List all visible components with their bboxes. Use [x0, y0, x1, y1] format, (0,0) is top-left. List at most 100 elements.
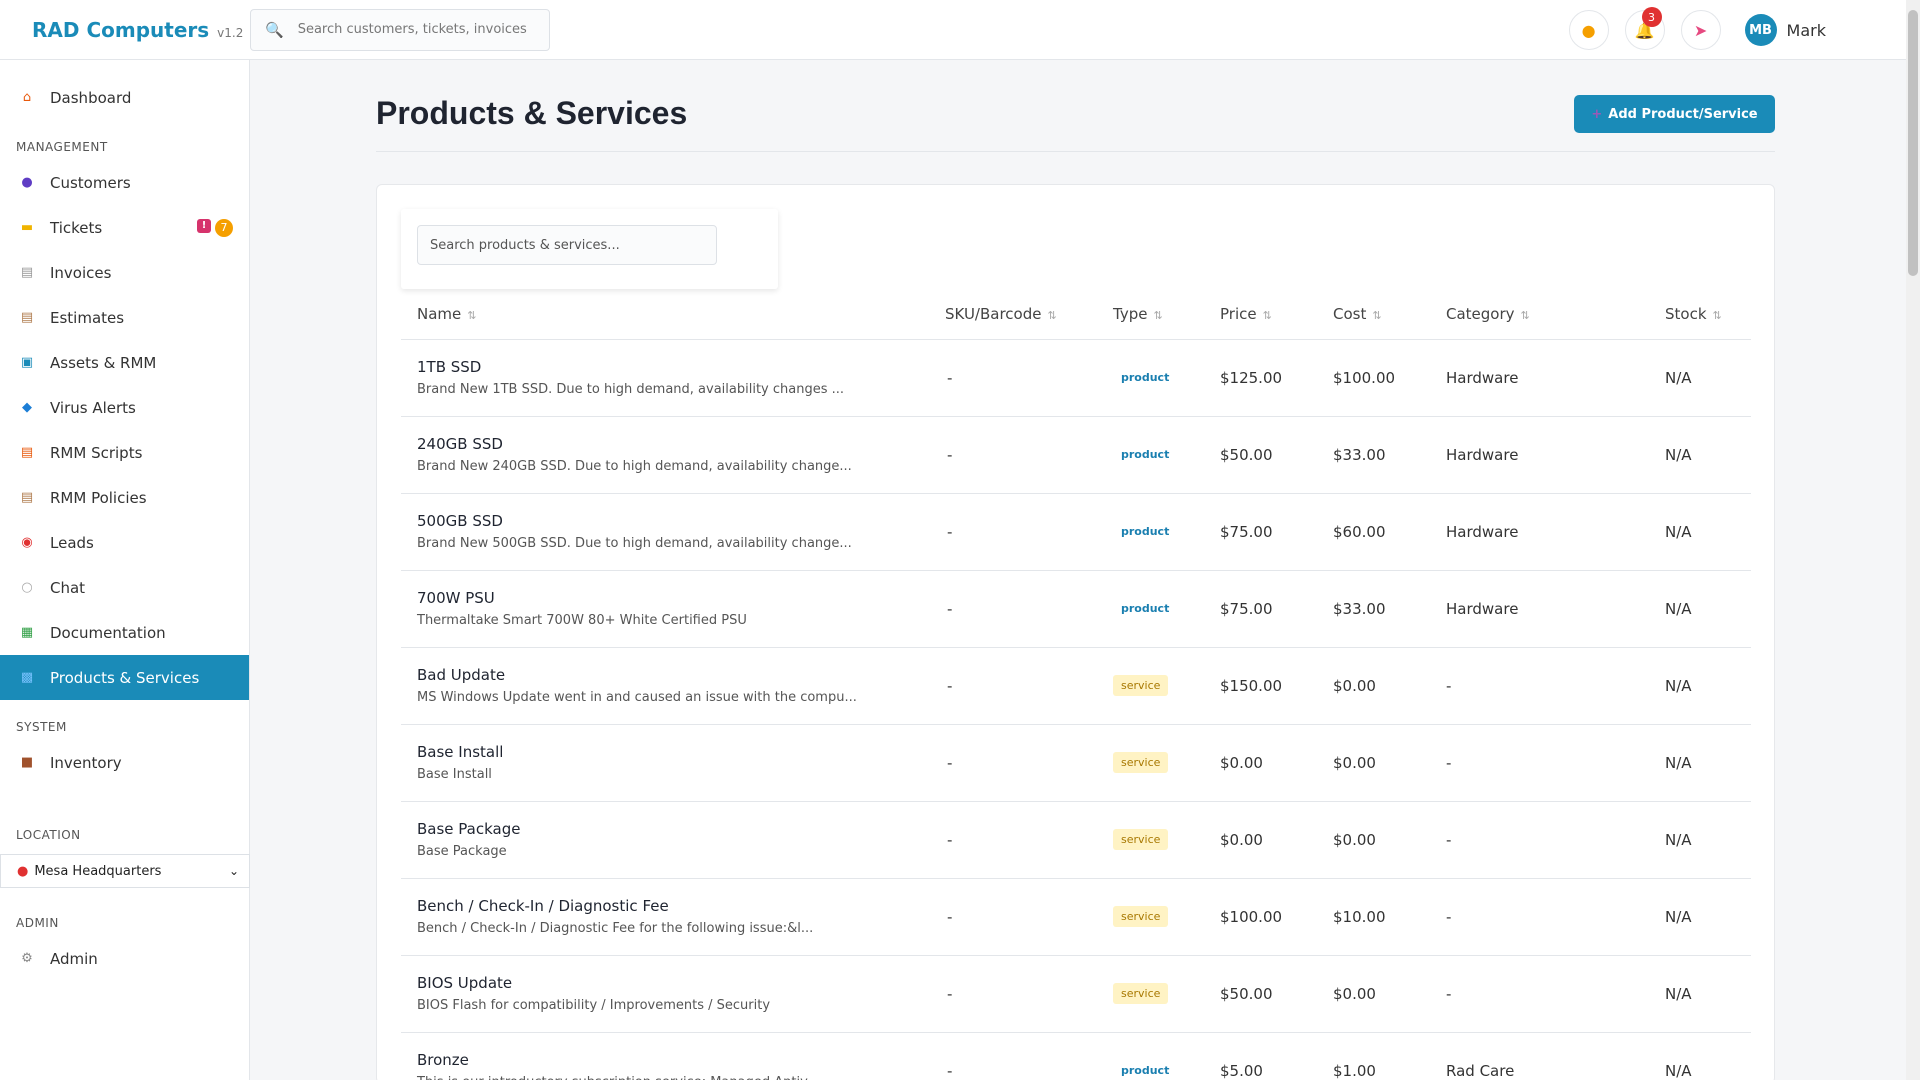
- sidebar-item-tickets[interactable]: ▬ Tickets ! 7: [0, 205, 249, 250]
- global-search-input[interactable]: [297, 22, 528, 37]
- sidebar-item-label: Estimates: [50, 308, 125, 327]
- table-row[interactable]: Bad Update MS Windows Update went in and…: [401, 647, 1751, 725]
- plus-icon: +: [1591, 106, 1603, 122]
- sort-icon[interactable]: ⇅: [1712, 308, 1722, 322]
- column-header-stock[interactable]: Stock ⇅: [1649, 289, 1751, 340]
- sort-icon[interactable]: ⇅: [1047, 308, 1057, 322]
- brand[interactable]: RAD Computers v1.2: [0, 18, 250, 42]
- sidebar-item-label: Invoices: [50, 263, 112, 282]
- column-header-cost[interactable]: Cost ⇅: [1317, 289, 1430, 340]
- item-description: MS Windows Update went in and caused an …: [417, 690, 857, 705]
- table-row[interactable]: Bronze This is our introductory subscrip…: [401, 1032, 1751, 1080]
- user-name[interactable]: Mark: [1786, 20, 1826, 40]
- chat-icon: ○: [21, 580, 33, 595]
- theme-toggle-button[interactable]: ●: [1568, 10, 1609, 50]
- name-cell[interactable]: 1TB SSD Brand New 1TB SSD. Due to high d…: [401, 339, 929, 417]
- sidebar-item-chat[interactable]: ○ Chat: [0, 565, 249, 610]
- table-row[interactable]: Bench / Check-In / Diagnostic Fee Bench …: [401, 878, 1751, 956]
- user-menu[interactable]: MB Mark: [1744, 14, 1826, 46]
- scrollbar-thumb[interactable]: [1908, 10, 1918, 276]
- item-description: Brand New 500GB SSD. Due to high demand,…: [417, 536, 852, 551]
- cost-cell: $33.00: [1317, 416, 1430, 494]
- name-cell[interactable]: Base Install Base Install: [401, 724, 929, 802]
- column-header-name[interactable]: Name ⇅: [401, 289, 929, 340]
- sidebar-item-virus-alerts[interactable]: ◆ Virus Alerts: [0, 385, 249, 430]
- sidebar-item-rmm-policies[interactable]: ▤ RMM Policies: [0, 475, 249, 520]
- column-header-price[interactable]: Price ⇅: [1204, 289, 1317, 340]
- item-name[interactable]: Base Package: [417, 820, 521, 838]
- table-row[interactable]: 240GB SSD Brand New 240GB SSD. Due to hi…: [401, 416, 1751, 494]
- item-name[interactable]: Bench / Check-In / Diagnostic Fee: [417, 897, 669, 915]
- sidebar-item-estimates[interactable]: ▤ Estimates: [0, 295, 249, 340]
- sidebar-item-products-services[interactable]: ▩ Products & Services: [0, 655, 249, 700]
- name-cell[interactable]: 700W PSU Thermaltake Smart 700W 80+ Whit…: [401, 570, 929, 648]
- type-cell: service: [1097, 647, 1204, 725]
- name-cell[interactable]: Base Package Base Package: [401, 801, 929, 879]
- avatar[interactable]: MB: [1744, 14, 1777, 46]
- sidebar-item-customers[interactable]: ● Customers: [0, 160, 249, 205]
- table-row[interactable]: 1TB SSD Brand New 1TB SSD. Due to high d…: [401, 339, 1751, 417]
- sku-cell: -: [929, 1032, 1097, 1080]
- type-cell: service: [1097, 724, 1204, 802]
- name-cell[interactable]: 500GB SSD Brand New 500GB SSD. Due to hi…: [401, 493, 929, 571]
- table-row[interactable]: Base Package Base Package - service $0.0…: [401, 801, 1751, 879]
- table-row[interactable]: BIOS Update BIOS Flash for compatibility…: [401, 955, 1751, 1033]
- sort-icon[interactable]: ⇅: [1372, 308, 1382, 322]
- location-value: Mesa Headquarters: [34, 863, 162, 879]
- products-table: Name ⇅ SKU/Barcode ⇅ Type ⇅ Price ⇅ Cost ⇅ Categor…: [401, 289, 1751, 1080]
- global-search[interactable]: 🔍: [250, 8, 550, 51]
- item-name[interactable]: 500GB SSD: [417, 512, 503, 530]
- ticket-badges: ! 7: [197, 218, 233, 237]
- table-row[interactable]: 700W PSU Thermaltake Smart 700W 80+ Whit…: [401, 570, 1751, 648]
- sort-icon[interactable]: ⇅: [1520, 308, 1530, 322]
- type-cell: service: [1097, 801, 1204, 879]
- name-cell[interactable]: Bad Update MS Windows Update went in and…: [401, 647, 929, 725]
- item-name[interactable]: 240GB SSD: [417, 435, 503, 453]
- sidebar-item-inventory[interactable]: ■ Inventory: [0, 740, 249, 785]
- scroll-icon: ▤: [20, 445, 34, 460]
- clipboard-icon: ▤: [20, 490, 34, 505]
- sidebar-item-invoices[interactable]: ▤ Invoices: [0, 250, 249, 295]
- sidebar-item-documentation[interactable]: ▦ Documentation: [0, 610, 249, 655]
- category-cell: Hardware: [1430, 493, 1649, 571]
- sidebar-item-label: Documentation: [50, 623, 166, 642]
- name-cell[interactable]: Bronze This is our introductory subscrip…: [401, 1032, 929, 1080]
- item-name[interactable]: Base Install: [417, 743, 504, 761]
- name-cell[interactable]: 240GB SSD Brand New 240GB SSD. Due to hi…: [401, 416, 929, 494]
- add-product-button[interactable]: + Add Product/Service: [1574, 95, 1775, 133]
- table-row[interactable]: Base Install Base Install - service $0.0…: [401, 724, 1751, 802]
- top-header: RAD Computers v1.2 🔍 ● 🔔 3 ➤ MB Mark: [0, 0, 1906, 60]
- sidebar-item-label: Leads: [50, 533, 94, 552]
- sidebar-item-rmm-scripts[interactable]: ▤ RMM Scripts: [0, 430, 249, 475]
- sidebar-item-dashboard[interactable]: ⌂ Dashboard: [0, 75, 249, 120]
- sort-icon[interactable]: ⇅: [1262, 308, 1272, 322]
- notifications-button[interactable]: 🔔 3: [1624, 7, 1665, 50]
- item-name[interactable]: Bronze: [417, 1051, 469, 1069]
- type-badge: product: [1121, 448, 1170, 461]
- column-header-sku-barcode[interactable]: SKU/Barcode ⇅: [929, 289, 1097, 340]
- sort-icon[interactable]: ⇅: [467, 308, 477, 322]
- column-header-category[interactable]: Category ⇅: [1430, 289, 1649, 340]
- product-search-input[interactable]: [417, 225, 717, 265]
- item-description: Brand New 240GB SSD. Due to high demand,…: [417, 459, 852, 474]
- name-cell[interactable]: BIOS Update BIOS Flash for compatibility…: [401, 955, 929, 1033]
- sidebar-item-admin[interactable]: ⚙ Admin: [0, 936, 249, 981]
- item-name[interactable]: 1TB SSD: [417, 358, 482, 376]
- column-header-type[interactable]: Type ⇅: [1097, 289, 1204, 340]
- scrollbar[interactable]: [1906, 0, 1920, 1080]
- item-name[interactable]: Bad Update: [417, 666, 506, 684]
- product-search-panel: [401, 209, 778, 289]
- table-row[interactable]: 500GB SSD Brand New 500GB SSD. Due to hi…: [401, 493, 1751, 571]
- sidebar-item-assets-rmm[interactable]: ▣ Assets & RMM: [0, 340, 249, 385]
- category-cell: -: [1430, 801, 1649, 879]
- sku-cell: -: [929, 339, 1097, 417]
- brand-name[interactable]: RAD Computers: [32, 17, 210, 42]
- location-select[interactable]: ● Mesa Headquarters ⌄: [0, 854, 250, 888]
- sort-icon[interactable]: ⇅: [1153, 308, 1163, 322]
- quick-launch-button[interactable]: ➤: [1680, 10, 1721, 50]
- name-cell[interactable]: Bench / Check-In / Diagnostic Fee Bench …: [401, 878, 929, 956]
- sidebar-item-leads[interactable]: ◉ Leads: [0, 520, 249, 565]
- item-description: Brand New 1TB SSD. Due to high demand, a…: [417, 382, 845, 397]
- item-name[interactable]: BIOS Update: [417, 974, 513, 992]
- item-name[interactable]: 700W PSU: [417, 589, 495, 607]
